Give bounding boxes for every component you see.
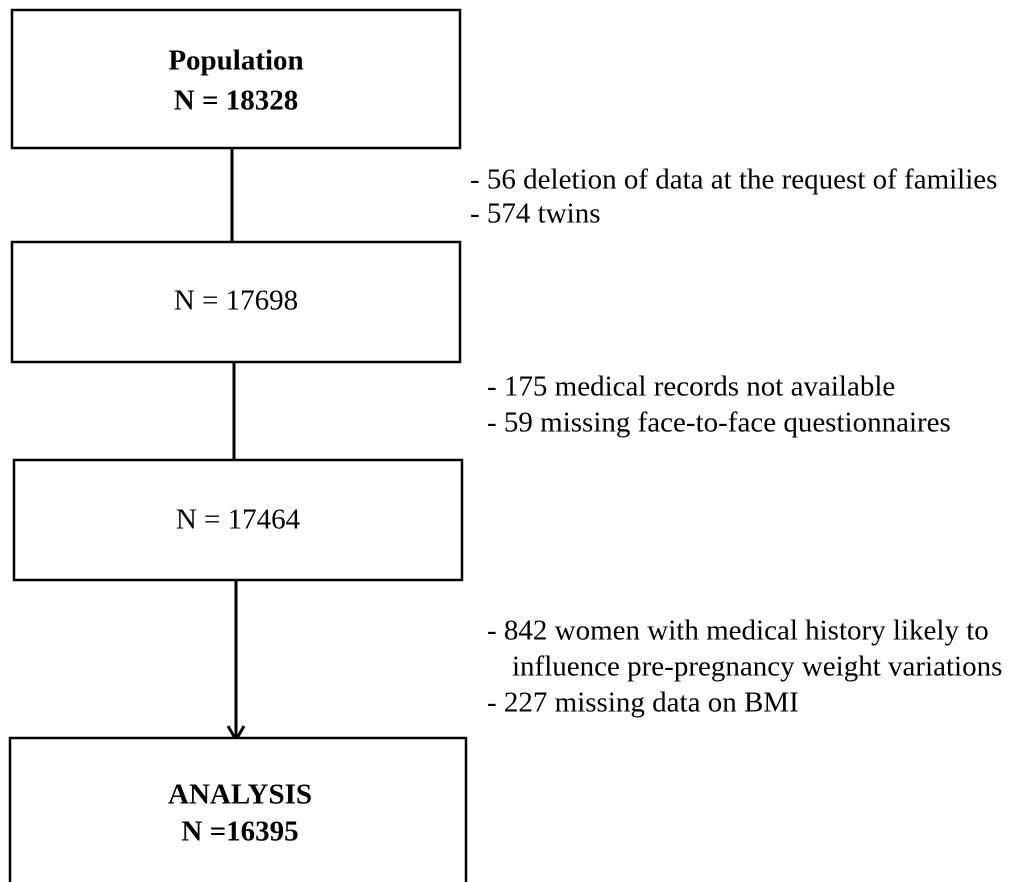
exclusion-text: - 574 twins: [470, 198, 601, 230]
exclusion-text: - 59 missing face-to-face questionnaires: [487, 407, 951, 439]
exclusion-text: - 175 medical records not available: [487, 371, 895, 403]
exclusion-text: influence pre-pregnancy weight variation…: [512, 651, 1002, 683]
exclusion-text: - 56 deletion of data at the request of …: [470, 164, 997, 196]
exclusion-text: - 227 missing data on BMI: [487, 687, 799, 719]
node-box: [10, 8, 462, 150]
node-label: N = 17698: [174, 285, 298, 317]
node-label: N = 17464: [176, 504, 301, 536]
node-box: [8, 736, 468, 882]
node-box: [12, 458, 464, 582]
node-label: ANALYSIS: [168, 779, 312, 811]
node-label: N =16395: [181, 816, 298, 848]
node-box: [10, 240, 462, 364]
node-label: N = 18328: [174, 85, 298, 117]
exclusion-text: - 842 women with medical history likely …: [487, 615, 989, 647]
node-label: Population: [168, 45, 303, 77]
